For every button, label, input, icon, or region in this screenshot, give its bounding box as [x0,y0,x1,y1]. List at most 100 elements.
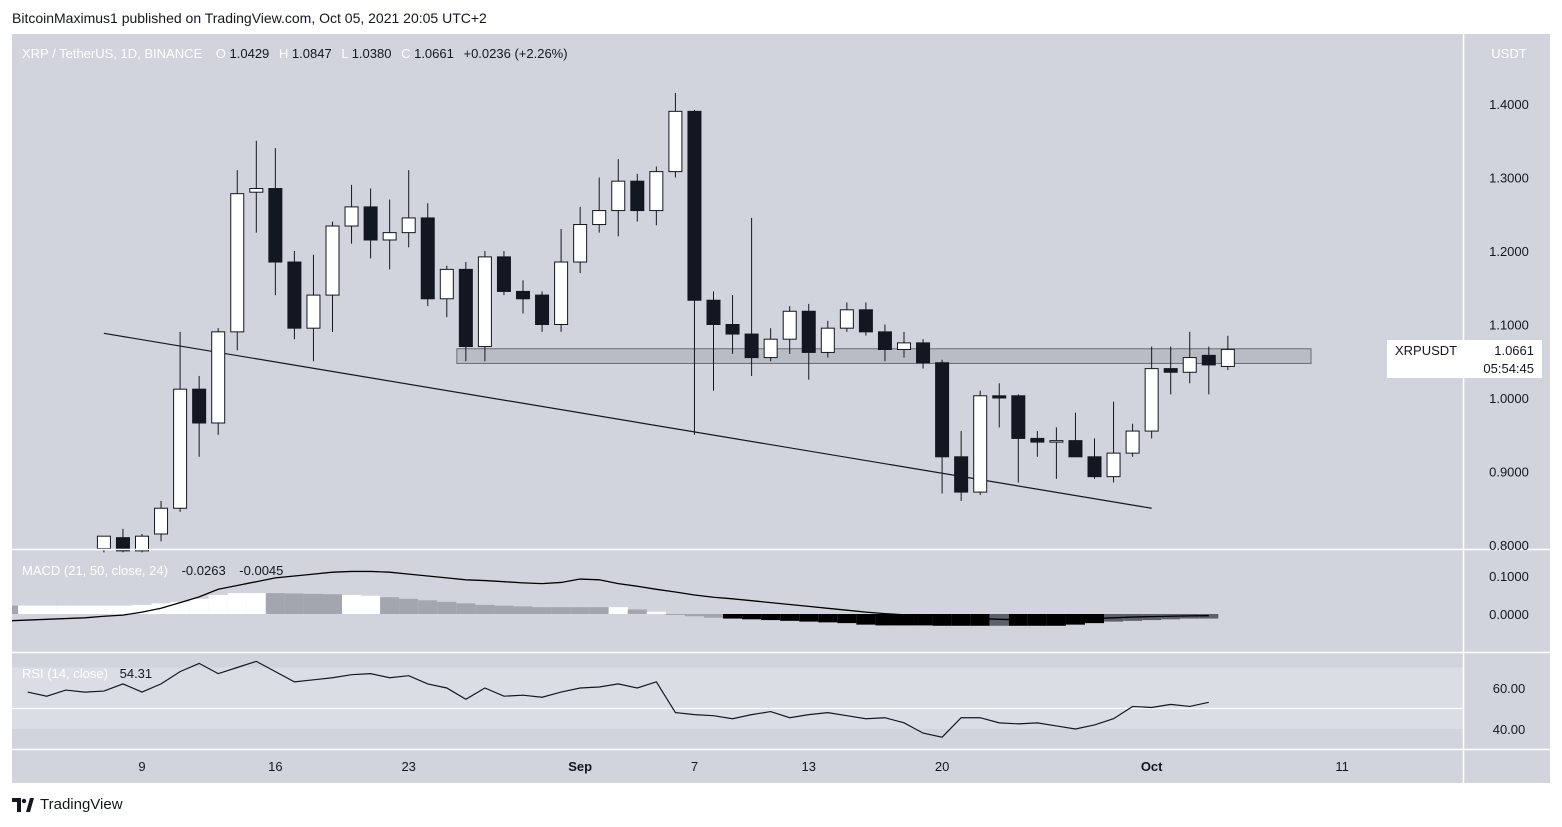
candle-body [839,309,854,329]
macd-histogram-bar [799,614,819,622]
candle [1049,427,1064,479]
candle [135,533,149,553]
time-tick-label: 16 [268,759,282,774]
candle [268,148,283,296]
candle [458,262,473,362]
price-tick-label: 1.2000 [1489,244,1529,259]
candle [535,291,550,332]
candle [554,228,569,332]
macd-pane[interactable] [12,570,1219,626]
candle [1087,438,1102,479]
candle [1030,431,1045,457]
rsi-pane[interactable] [12,660,1463,738]
candle [935,359,950,494]
price-pane[interactable] [96,92,1312,553]
candle [1011,394,1026,483]
macd-histogram-bar [627,609,647,614]
candle-body [1049,440,1064,443]
macd-histogram-bar [894,614,914,626]
candle-body [249,188,264,193]
chart-frame[interactable]: XRP / TetherUS, 1D, BINANCE O 1.0429 H 1… [12,34,1550,783]
publisher-line: BitcoinMaximus1 published on TradingView… [12,10,487,26]
candle [382,199,397,270]
candle [630,173,645,222]
macd-histogram-bar [265,593,285,614]
macd-histogram-bar [513,606,533,614]
macd-histogram-bar [437,601,457,614]
currency-label: USDT [1491,46,1526,61]
price-label-countdown: 05:54:45 [1483,361,1534,376]
macd-histogram-bar [570,607,590,614]
macd-histogram-bar [456,603,476,614]
last-price-box [1387,340,1542,378]
candle-body [820,327,835,353]
candle-body [973,395,988,493]
candle [763,328,778,362]
ohlc-l-label: L [341,46,348,61]
candle-body [382,232,397,241]
candle-body [96,535,111,550]
time-tick-label: Sep [568,759,592,774]
candle-body [306,294,321,329]
macd-histogram-bar [399,598,419,614]
rsi-tick-label: 40.00 [1493,722,1526,737]
candle [592,177,607,233]
candle-body [173,388,188,509]
price-axis[interactable]: USDT 1.4000 1.3000 1.2000 1.1000 1.0000 0.900… [1489,46,1529,737]
ohlc-high: 1.0847 [292,46,332,61]
time-tick-label: 23 [401,759,415,774]
time-tick-label: Oct [1141,759,1163,774]
rsi-tick-label: 60.00 [1493,681,1526,696]
candle [173,331,188,512]
candle [992,383,1007,428]
time-tick-label: 20 [935,759,949,774]
candle [725,295,740,354]
tradingview-logo[interactable]: TradingView [12,796,123,813]
macd-histogram-bar [94,605,114,614]
candle-body [897,342,911,350]
macd-histogram-bar [361,595,381,614]
ohlc-change: +0.0236 (+2.26%) [463,46,567,61]
candle-body [401,217,416,234]
candle [439,265,454,318]
candle-body [668,110,683,173]
candle [249,140,264,233]
rsi-band [12,667,1463,729]
candle [1106,401,1121,483]
candle [858,302,873,336]
macd-histogram-bar [703,614,724,618]
time-axis[interactable]: 9 16 23 Sep 7 13 20 Oct 11 [138,759,1349,774]
candle-body [439,268,454,300]
macd-histogram-bar [646,611,666,614]
macd-histogram-bar [189,598,209,614]
candles[interactable] [96,92,1235,553]
candle [649,166,664,226]
time-tick-label: 7 [691,759,698,774]
svg-text:RSI (14, close) 54.31: RSI (14, close) 54.31 [22,666,152,681]
macd-signal-value: -0.0045 [239,563,283,578]
candle-body [287,261,302,329]
candle-body [858,309,873,333]
candle-body [230,193,245,333]
macd-tick-label: 0.1000 [1489,569,1529,584]
candle [839,302,854,332]
candle [1220,335,1235,371]
chart-canvas[interactable]: XRP / TetherUS, 1D, BINANCE O 1.0429 H 1… [12,34,1550,783]
rsi-band-fill [12,667,1463,729]
candle-body [268,188,283,263]
macd-histogram-bar [322,594,343,614]
candle [744,217,759,376]
macd-histogram-bar [608,607,628,614]
candle-body [1106,452,1121,478]
candle [877,324,892,362]
tradingview-logo-icon [12,797,34,812]
candle-body [801,310,816,353]
time-tick-label: 11 [1335,759,1349,774]
candle-body [1087,456,1102,478]
svg-text:MACD (21, 50, close, 24): MACD (21, 50, close, 24) -0.0263 -0.0045 [22,563,283,578]
candle [325,221,340,332]
candle [477,251,492,362]
candle-body [516,290,530,300]
candle-body [935,362,950,458]
candle [1182,331,1197,384]
